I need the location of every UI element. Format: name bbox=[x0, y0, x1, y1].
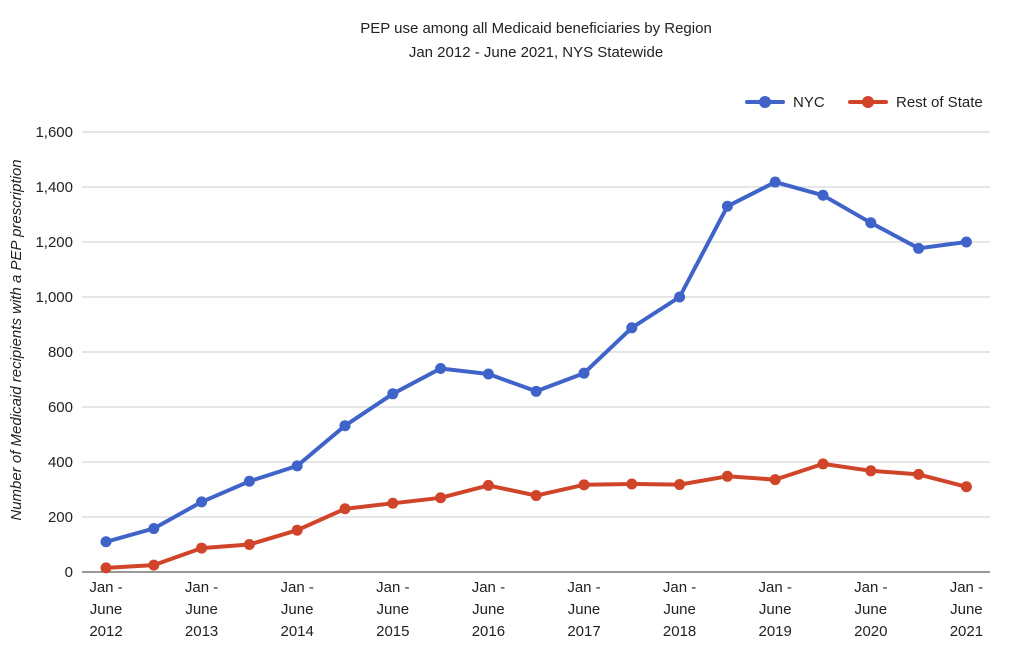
data-point-rest-of-state bbox=[435, 492, 447, 504]
y-tick-label: 0 bbox=[65, 564, 73, 581]
data-point-rest-of-state bbox=[626, 478, 638, 490]
y-tick-label: 1,400 bbox=[35, 179, 73, 196]
data-point-rest-of-state bbox=[960, 481, 972, 493]
data-point-nyc bbox=[530, 385, 542, 397]
data-point-rest-of-state bbox=[243, 539, 255, 550]
data-point-nyc bbox=[817, 189, 829, 201]
y-axis: 0 200 400 600 800 1,000 1,200 1,400 1,600 bbox=[35, 124, 73, 581]
data-point-nyc bbox=[387, 388, 399, 400]
y-tick-label: 200 bbox=[48, 509, 73, 526]
x-tick-label: Jan -June 2015 bbox=[376, 579, 409, 640]
data-point-rest-of-state bbox=[482, 479, 494, 491]
x-tick-label: Jan -June 2018 bbox=[663, 579, 696, 640]
x-axis: Jan -June 2012 Jan -June 2013 Jan -June 2014 J… bbox=[89, 579, 983, 640]
data-point-rest-of-state bbox=[913, 468, 925, 480]
data-point-rest-of-state bbox=[387, 497, 399, 509]
series-layer bbox=[100, 176, 972, 574]
data-point-rest-of-state bbox=[339, 503, 351, 515]
data-point-nyc bbox=[291, 460, 303, 472]
x-tick-label: Jan -June 2021 bbox=[950, 579, 983, 640]
y-tick-label: 1,600 bbox=[35, 124, 73, 141]
data-point-rest-of-state bbox=[578, 479, 590, 491]
data-point-rest-of-state bbox=[817, 458, 829, 470]
chart-title: PEP use among all Medicaid beneficiaries… bbox=[360, 20, 712, 37]
data-point-rest-of-state bbox=[530, 490, 542, 502]
legend-marker-nyc bbox=[759, 96, 771, 108]
y-axis-title: Number of Medicaid recipients with a PEP… bbox=[8, 159, 25, 520]
data-point-nyc bbox=[721, 200, 733, 212]
x-tick-label: Jan -June 2020 bbox=[854, 579, 887, 640]
x-tick-label: Jan -June 2013 bbox=[185, 579, 218, 640]
series-line-nyc bbox=[104, 180, 969, 544]
data-point-rest-of-state bbox=[196, 542, 208, 554]
chart-subtitle: Jan 2012 - June 2021, NYS Statewide bbox=[409, 44, 663, 61]
legend-marker-rest-of-state bbox=[862, 96, 874, 108]
data-point-rest-of-state bbox=[865, 465, 877, 477]
data-point-nyc bbox=[865, 217, 877, 229]
data-point-nyc bbox=[960, 236, 972, 248]
data-point-nyc bbox=[100, 536, 112, 548]
data-point-rest-of-state bbox=[148, 559, 160, 571]
data-point-nyc bbox=[769, 176, 781, 188]
data-point-nyc bbox=[435, 363, 447, 374]
data-point-nyc bbox=[243, 475, 255, 487]
y-tick-label: 400 bbox=[48, 454, 73, 471]
data-point-nyc bbox=[913, 242, 925, 254]
legend-label-rest-of-state: Rest of State bbox=[896, 94, 983, 111]
y-tick-label: 1,000 bbox=[35, 289, 73, 306]
y-tick-label: 800 bbox=[48, 344, 73, 361]
data-point-rest-of-state bbox=[291, 524, 303, 536]
data-point-nyc bbox=[482, 368, 494, 380]
x-tick-label: Jan -June 2016 bbox=[472, 579, 505, 640]
data-point-rest-of-state bbox=[100, 562, 112, 574]
series-line-rest-of-state bbox=[104, 461, 969, 570]
data-point-nyc bbox=[578, 367, 590, 379]
legend: NYC Rest of State bbox=[745, 94, 983, 111]
data-point-rest-of-state bbox=[769, 474, 781, 486]
x-tick-label: Jan -June 2019 bbox=[759, 579, 792, 640]
x-tick-label: Jan -June 2012 bbox=[89, 579, 122, 640]
y-tick-label: 600 bbox=[48, 399, 73, 416]
data-point-rest-of-state bbox=[721, 470, 733, 482]
y-tick-label: 1,200 bbox=[35, 234, 73, 251]
data-point-nyc bbox=[674, 291, 686, 303]
x-tick-label: Jan -June 2014 bbox=[281, 579, 314, 640]
data-point-nyc bbox=[148, 523, 160, 535]
data-point-nyc bbox=[339, 420, 351, 432]
data-point-rest-of-state bbox=[674, 479, 686, 491]
data-point-nyc bbox=[626, 322, 638, 334]
data-point-nyc bbox=[196, 496, 208, 508]
x-tick-label: Jan -June 2017 bbox=[567, 579, 600, 640]
legend-label-nyc: NYC bbox=[793, 94, 825, 111]
gridlines bbox=[82, 131, 990, 573]
